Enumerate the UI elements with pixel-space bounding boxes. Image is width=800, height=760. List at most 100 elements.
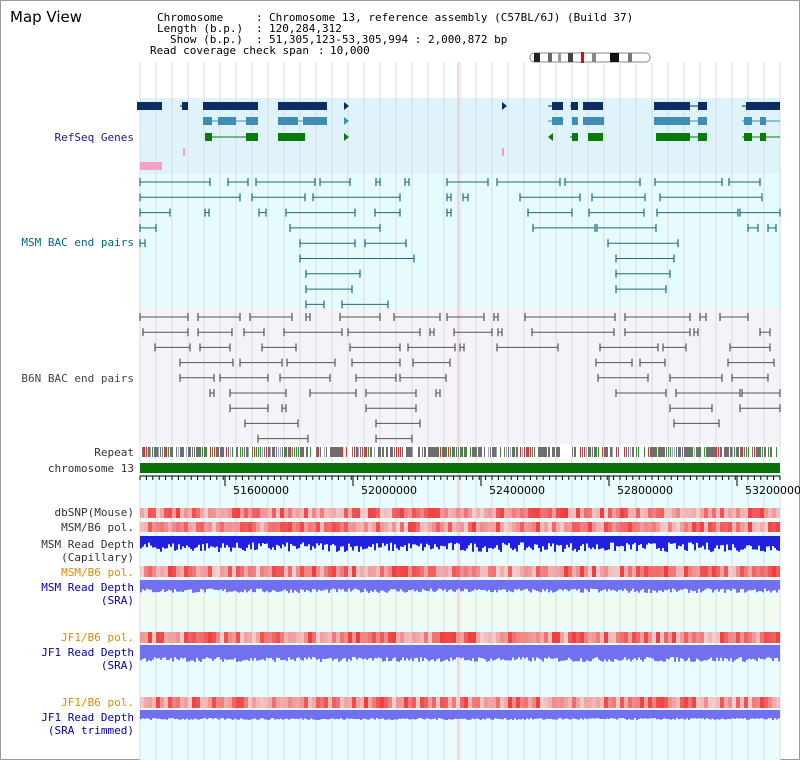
- jf1-trimmed-depth-bar: [330, 710, 332, 719]
- track-label-msm-depth-capillary[interactable]: MSM Read Depth: [41, 538, 134, 551]
- msm-b6-pol-sra-heat-cell: [192, 566, 196, 577]
- track-label-msm-b6-pol[interactable]: MSM/B6 pol.: [61, 521, 134, 534]
- jf1-sra-depth-bar: [420, 645, 422, 658]
- jf1-trimmed-depth-bar: [422, 710, 424, 720]
- jf1-trimmed-depth-bar: [650, 710, 652, 719]
- dbsnp-heat-cell: [492, 508, 496, 518]
- dbsnp-heat-cell: [592, 508, 596, 518]
- msm-sra-depth-bar: [152, 580, 154, 593]
- track-label-dbsnp[interactable]: dbSNP(Mouse): [54, 506, 134, 519]
- dbsnp-heat-cell: [640, 508, 644, 518]
- jf1-sra-depth-bar: [310, 645, 312, 660]
- jf1-sra-depth-bar: [648, 645, 650, 658]
- track-label-jf1-b6-pol[interactable]: JF1/B6 pol.: [61, 631, 134, 644]
- jf1-sra-depth-bar: [346, 645, 348, 662]
- msm-sra-depth-bar: [450, 580, 452, 590]
- jf1-b6-pol-heat-cell: [756, 632, 760, 643]
- jf1-sra-depth-bar: [748, 645, 750, 659]
- msm-capillary-depth-bar: [452, 536, 454, 550]
- jf1-b6-pol-heat-cell: [272, 632, 276, 643]
- jf1-trimmed-depth-bar: [440, 710, 442, 719]
- track-label-repeat[interactable]: Repeat: [94, 446, 134, 459]
- msm-sra-depth-bar: [158, 580, 160, 593]
- msm-capillary-depth-bar: [244, 536, 246, 552]
- jf1-b6-pol-trimmed-heat-cell: [316, 697, 320, 708]
- info-show-key: Show (b.p.): [170, 33, 243, 46]
- gene-exon: [552, 102, 563, 110]
- repeat-element: [412, 447, 413, 457]
- jf1-b6-pol-heat-cell: [300, 632, 304, 643]
- jf1-trimmed-depth-bar: [682, 710, 684, 719]
- msm-b6-pol-sra-heat-cell: [588, 566, 592, 577]
- msm-capillary-depth-bar: [376, 536, 378, 544]
- jf1-b6-pol-trimmed-heat-cell: [352, 697, 356, 708]
- repeat-element: [278, 447, 279, 457]
- jf1-sra-depth-bar: [660, 645, 662, 661]
- track-label-chromosome[interactable]: chromosome 13: [47, 462, 134, 475]
- ruler-tick-label: 53200000: [745, 484, 800, 497]
- jf1-sra-depth-bar: [482, 645, 484, 659]
- jf1-b6-pol-heat-cell: [464, 632, 468, 643]
- msm-b6-pol-sra-heat-cell: [304, 566, 308, 577]
- track-label-msm-b6-pol-sra[interactable]: MSM/B6 pol.: [61, 566, 134, 579]
- jf1-sra-depth-bar: [222, 645, 224, 662]
- msm-sra-depth-bar: [588, 580, 590, 592]
- msm-b6-pol-heat-cell: [456, 522, 460, 532]
- track-label-msm-bac[interactable]: MSM BAC end pairs: [21, 236, 134, 249]
- msm-sra-depth-bar: [376, 580, 378, 592]
- msm-capillary-depth-bar: [572, 536, 574, 551]
- msm-sra-depth-bar: [218, 580, 220, 591]
- dbsnp-heat-cell: [740, 508, 744, 518]
- jf1-b6-pol-trimmed-heat-cell: [364, 697, 368, 708]
- msm-b6-pol-sra-heat-cell: [408, 566, 412, 577]
- msm-sra-depth-bar: [598, 580, 600, 593]
- msm-b6-pol-sra-heat-cell: [384, 566, 388, 577]
- jf1-b6-pol-heat-cell: [492, 632, 496, 643]
- dbsnp-heat-cell: [180, 508, 184, 518]
- jf1-trimmed-depth-bar: [234, 710, 236, 719]
- msm-b6-pol-sra-heat-cell: [324, 566, 328, 577]
- track-label-jf1-b6-pol-trimmed[interactable]: JF1/B6 pol.: [61, 696, 134, 709]
- msm-sra-depth-bar: [188, 580, 190, 590]
- track-label-b6n-bac[interactable]: B6N BAC end pairs: [21, 372, 134, 385]
- repeat-element: [744, 447, 745, 457]
- gene-strand-arrow: [502, 102, 507, 110]
- msm-b6-pol-sra-heat-cell: [616, 566, 620, 577]
- jf1-b6-pol-trimmed-heat-cell: [220, 697, 224, 708]
- msm-b6-pol-sra-heat-cell: [360, 566, 364, 577]
- chromosome-ideogram[interactable]: [528, 52, 652, 64]
- jf1-trimmed-depth-bar: [610, 710, 612, 719]
- msm-b6-pol-sra-heat-cell: [140, 566, 144, 577]
- msm-capillary-depth-bar: [322, 536, 324, 550]
- msm-sra-depth-bar: [568, 580, 570, 592]
- gene-exon: [746, 102, 780, 110]
- msm-b6-pol-heat-cell: [720, 522, 724, 532]
- msm-b6-pol-sra-heat-cell: [156, 566, 160, 577]
- repeat-track: [140, 447, 780, 457]
- jf1-trimmed-depth-bar: [282, 710, 284, 720]
- jf1-b6-pol-heat-cell: [580, 632, 584, 643]
- msm-sra-depth-bar: [270, 580, 272, 592]
- track-label-jf1-depth-sra[interactable]: JF1 Read Depth: [41, 646, 134, 659]
- jf1-b6-pol-trimmed-heat-cell: [160, 697, 164, 708]
- jf1-trimmed-depth-bar: [222, 710, 224, 719]
- track-label-refseq[interactable]: RefSeq Genes: [54, 131, 134, 144]
- msm-sra-depth-bar: [338, 580, 340, 589]
- msm-sra-depth-bar: [566, 580, 568, 590]
- jf1-trimmed-depth-bar: [298, 710, 300, 720]
- jf1-b6-pol-trimmed-heat-cell: [612, 697, 616, 708]
- msm-sra-depth-bar: [384, 580, 386, 592]
- dbsnp-heat-cell: [724, 508, 728, 518]
- jf1-b6-pol-trimmed-heat-cell: [340, 697, 344, 708]
- jf1-trimmed-depth-bar: [230, 710, 232, 720]
- jf1-sra-depth-bar: [348, 645, 350, 660]
- jf1-trimmed-depth-bar: [348, 710, 350, 719]
- repeat-element: [660, 447, 662, 457]
- info-chromosome-value: Chromosome 13, reference assembly (C57BL…: [269, 11, 634, 24]
- jf1-trimmed-depth-bar: [304, 710, 306, 719]
- msm-capillary-depth-bar: [672, 536, 674, 544]
- track-label-jf1-depth-trimmed[interactable]: JF1 Read Depth: [41, 711, 134, 724]
- gene-exon: [303, 117, 327, 125]
- track-label-msm-depth-sra[interactable]: MSM Read Depth: [41, 581, 134, 594]
